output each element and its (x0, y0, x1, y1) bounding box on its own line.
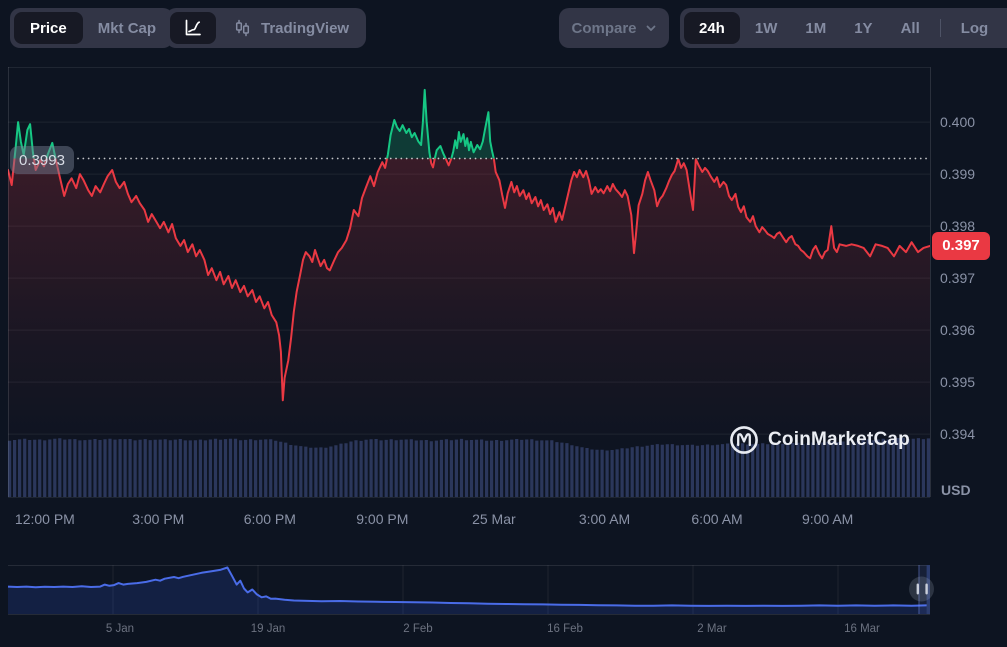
x-tick-label: 25 Mar (472, 511, 516, 527)
log-scale-button[interactable]: Log (948, 12, 1002, 44)
line-chart-icon (182, 17, 204, 39)
price-area-down (8, 158, 930, 497)
watermark: CoinMarketCap (728, 423, 910, 457)
range-all-button[interactable]: All (888, 12, 933, 44)
y-axis-unit: USD (941, 482, 971, 498)
nav-label: 16 Feb (547, 623, 583, 635)
x-tick-label: 3:00 PM (132, 511, 184, 527)
navigator-right-handle-bar[interactable] (926, 565, 930, 614)
tradingview-button[interactable]: TradingView (218, 12, 362, 44)
range-1y-button[interactable]: 1Y (841, 12, 885, 44)
candlestick-icon (231, 17, 253, 39)
nav-label: 19 Jan (251, 623, 286, 635)
x-tick-label: 6:00 PM (244, 511, 296, 527)
x-tick-label: 3:00 AM (579, 511, 630, 527)
nav-label: 5 Jan (106, 623, 134, 635)
x-tick-label: 9:00 AM (802, 511, 853, 527)
navigator-border (8, 565, 930, 615)
y-tick-label: 0.398 (940, 218, 975, 234)
coinmarketcap-logo-icon (728, 424, 760, 456)
price-line-down (8, 158, 930, 402)
compare-label: Compare (571, 19, 637, 37)
range-1w-button[interactable]: 1W (742, 12, 791, 44)
range-24h-button[interactable]: 24h (684, 12, 740, 44)
watermark-text: CoinMarketCap (768, 429, 910, 450)
line-chart-button[interactable] (170, 12, 216, 44)
metric-toggle-group: Price Mkt Cap (10, 8, 174, 48)
time-range-group: 24h 1W 1M 1Y All Log (680, 8, 1007, 48)
chevron-down-icon (645, 22, 657, 34)
chart-type-toggle-group: TradingView (166, 8, 367, 48)
navigator-drag-handle[interactable] (909, 576, 934, 602)
price-tab[interactable]: Price (14, 12, 83, 44)
y-tick-label: 0.399 (940, 166, 975, 182)
x-tick-label: 6:00 AM (691, 511, 742, 527)
nav-label: 2 Feb (403, 623, 432, 635)
navigator-area[interactable] (8, 567, 930, 615)
compare-button[interactable]: Compare (559, 8, 669, 48)
navigator-selection[interactable] (918, 565, 930, 614)
y-tick-label: 0.394 (940, 426, 975, 442)
navigator-line (7, 566, 931, 607)
range-1m-button[interactable]: 1M (792, 12, 839, 44)
mkt-cap-tab[interactable]: Mkt Cap (85, 12, 169, 44)
nav-label: 16 Mar (844, 623, 880, 635)
nav-label: 2 Mar (697, 623, 727, 635)
x-tick-label: 12:00 PM (15, 511, 75, 527)
y-tick-label: 0.396 (940, 322, 975, 338)
last-price-badge: 0.397 (932, 231, 990, 260)
tradingview-label: TradingView (261, 19, 350, 37)
y-tick-label: 0.395 (940, 374, 975, 390)
plot-border (8, 67, 930, 498)
x-tick-label: 9:00 PM (356, 511, 408, 527)
open-price-label: 0.3993 (10, 146, 74, 174)
price-line-up (13, 88, 697, 159)
y-tick-label: 0.397 (940, 270, 975, 286)
y-tick-label: 0.400 (940, 114, 975, 130)
plot-border (8, 67, 931, 497)
divider (939, 19, 941, 37)
